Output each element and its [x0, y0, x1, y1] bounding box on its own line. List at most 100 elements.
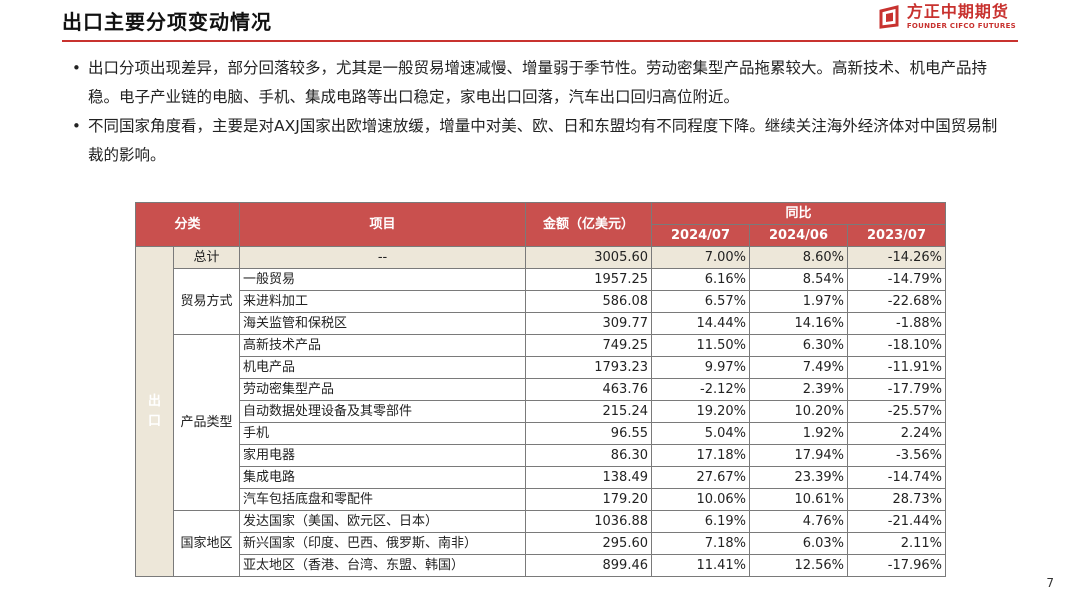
total-yoy-2: 8.60% — [749, 246, 849, 269]
row-yoy-2: 1.92% — [749, 422, 849, 445]
total-yoy-3: -14.26% — [847, 246, 947, 269]
main-category-label: 出 口 — [147, 393, 161, 429]
row-yoy-2: 2.39% — [749, 378, 849, 401]
row-yoy-3: -21.44% — [847, 510, 947, 533]
bullet-item: • 不同国家角度看，主要是对AXJ国家出欧增速放缓，增量中对美、欧、日和东盟均有… — [72, 112, 1012, 170]
table-row: 贸易方式 一般贸易 1957.25 6.16% 8.54% -14.79% — [136, 268, 947, 335]
row-yoy-3: 2.11% — [847, 532, 947, 555]
header-category: 分类 — [134, 202, 241, 247]
group-label: 产品类型 — [172, 334, 241, 511]
total-item: -- — [239, 246, 527, 269]
row-amount: 463.76 — [525, 378, 653, 401]
row-item: 亚太地区（香港、台湾、东盟、韩国） — [239, 554, 527, 577]
total-amount: 3005.60 — [525, 246, 653, 269]
bullet-dot-icon: • — [72, 59, 81, 77]
row-yoy-2: 23.39% — [749, 466, 849, 489]
row-yoy-3: -25.57% — [847, 400, 947, 423]
group-label: 贸易方式 — [172, 268, 241, 335]
group-label: 国家地区 — [172, 510, 241, 577]
export-breakdown-table: 分类 项目 金额（亿美元） 同比 2024/07 2024/06 2023/07… — [134, 202, 947, 577]
row-yoy-1: 17.18% — [651, 444, 751, 467]
header-period: 2023/07 — [847, 224, 947, 247]
header-yoy: 同比 — [651, 202, 947, 225]
table-row: 集成电路 138.49 27.67% 23.39% -14.74% — [136, 466, 947, 489]
row-yoy-2: 10.20% — [749, 400, 849, 423]
row-yoy-3: -18.10% — [847, 334, 947, 357]
row-amount: 586.08 — [525, 290, 653, 313]
row-amount: 1793.23 — [525, 356, 653, 379]
bullet-text: 出口分项出现差异，部分回落较多，尤其是一般贸易增速减慢、增量弱于季节性。劳动密集… — [88, 59, 988, 106]
title-divider — [62, 40, 1018, 42]
row-item: 一般贸易 — [239, 268, 527, 291]
bullet-item: • 出口分项出现差异，部分回落较多，尤其是一般贸易增速减慢、增量弱于季节性。劳动… — [72, 54, 1012, 112]
header-amount: 金额（亿美元） — [525, 202, 653, 247]
row-yoy-2: 17.94% — [749, 444, 849, 467]
row-item: 自动数据处理设备及其零部件 — [239, 400, 527, 423]
page-number: 7 — [1046, 576, 1054, 590]
row-amount: 86.30 — [525, 444, 653, 467]
row-yoy-2: 8.54% — [749, 268, 849, 291]
company-logo: 方正中期期货 FOUNDER CIFCO FUTURES — [877, 4, 1016, 30]
table-row: 产品类型 高新技术产品 749.25 11.50% 6.30% -18.10% — [136, 334, 947, 511]
row-item: 新兴国家（印度、巴西、俄罗斯、南非） — [239, 532, 527, 555]
row-yoy-2: 10.61% — [749, 488, 849, 511]
row-yoy-1: 6.19% — [651, 510, 751, 533]
row-amount: 1036.88 — [525, 510, 653, 533]
table-row: 来进料加工 586.08 6.57% 1.97% -22.68% — [136, 290, 947, 313]
row-yoy-1: 6.16% — [651, 268, 751, 291]
row-yoy-1: 10.06% — [651, 488, 751, 511]
row-yoy-1: 11.41% — [651, 554, 751, 577]
row-yoy-1: 27.67% — [651, 466, 751, 489]
header-item: 项目 — [239, 202, 527, 247]
row-yoy-2: 1.97% — [749, 290, 849, 313]
row-item: 高新技术产品 — [239, 334, 527, 357]
row-amount: 1957.25 — [525, 268, 653, 291]
row-yoy-3: 2.24% — [847, 422, 947, 445]
row-yoy-2: 6.03% — [749, 532, 849, 555]
row-yoy-2: 4.76% — [749, 510, 849, 533]
table-row: 海关监管和保税区 309.77 14.44% 14.16% -1.88% — [136, 312, 947, 335]
row-yoy-1: 14.44% — [651, 312, 751, 335]
row-yoy-3: -17.96% — [847, 554, 947, 577]
row-amount: 295.60 — [525, 532, 653, 555]
row-yoy-2: 12.56% — [749, 554, 849, 577]
row-amount: 899.46 — [525, 554, 653, 577]
table-row: 家用电器 86.30 17.18% 17.94% -3.56% — [136, 444, 947, 467]
row-yoy-3: -14.79% — [847, 268, 947, 291]
table-body: 出 口 总计 -- 3005.60 7.00% 8.60% -14.26% 贸易… — [135, 246, 947, 577]
row-yoy-3: -14.74% — [847, 466, 947, 489]
row-yoy-3: -11.91% — [847, 356, 947, 379]
logo-text-cn: 方正中期期货 — [906, 2, 1009, 21]
row-item: 来进料加工 — [239, 290, 527, 313]
row-amount: 309.77 — [525, 312, 653, 335]
row-yoy-1: 7.18% — [651, 532, 751, 555]
row-item: 家用电器 — [239, 444, 527, 467]
row-yoy-2: 7.49% — [749, 356, 849, 379]
row-yoy-2: 14.16% — [749, 312, 849, 335]
row-amount: 96.55 — [525, 422, 653, 445]
row-yoy-3: 28.73% — [847, 488, 947, 511]
row-amount: 215.24 — [525, 400, 653, 423]
row-yoy-1: 19.20% — [651, 400, 751, 423]
row-yoy-1: 9.97% — [651, 356, 751, 379]
row-yoy-2: 6.30% — [749, 334, 849, 357]
row-item: 手机 — [239, 422, 527, 445]
row-yoy-3: -1.88% — [847, 312, 947, 335]
row-item: 海关监管和保税区 — [239, 312, 527, 335]
table-row: 亚太地区（香港、台湾、东盟、韩国） 899.46 11.41% 12.56% -17.9… — [136, 554, 947, 577]
bullet-list: • 出口分项出现差异，部分回落较多，尤其是一般贸易增速减慢、增量弱于季节性。劳动… — [72, 54, 1012, 170]
table-row: 汽车包括底盘和零配件 179.20 10.06% 10.61% 28.73% — [136, 488, 947, 511]
logo-text-en: FOUNDER CIFCO FUTURES — [906, 22, 1016, 30]
header-period: 2024/06 — [749, 224, 849, 247]
bullet-dot-icon: • — [72, 117, 81, 135]
row-yoy-1: 6.57% — [651, 290, 751, 313]
row-item: 集成电路 — [239, 466, 527, 489]
row-item: 劳动密集型产品 — [239, 378, 527, 401]
total-label: 总计 — [172, 246, 241, 269]
logo-mark-icon — [879, 5, 899, 29]
row-item: 发达国家（美国、欧元区、日本） — [239, 510, 527, 533]
total-yoy-1: 7.00% — [651, 246, 751, 269]
main-category-cell: 出 口 — [135, 246, 174, 577]
header-period: 2024/07 — [651, 224, 751, 247]
page-title: 出口主要分项变动情况 — [62, 10, 272, 34]
